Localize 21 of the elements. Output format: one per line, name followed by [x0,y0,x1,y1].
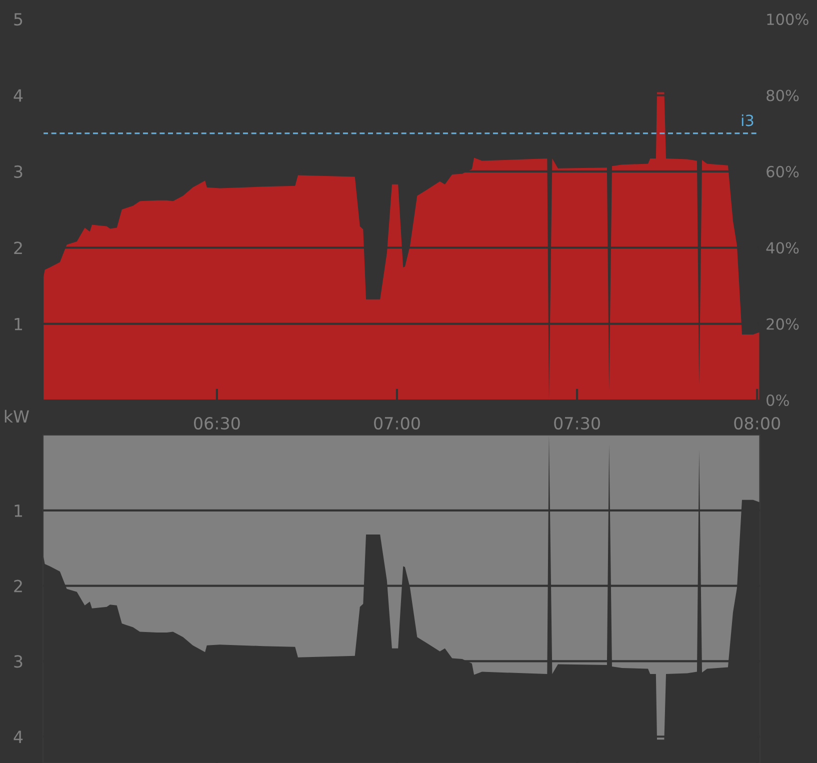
y-tick-label: 4 [14,730,23,743]
y-tick-label: 1 [14,504,22,517]
y2-tick-label: 20% [766,318,799,330]
y2-tick-label: 80% [766,90,799,102]
y2-tick-label: 60% [766,166,799,178]
y-tick-label: 3 [14,165,22,178]
y-tick-label: 2 [14,580,22,592]
ref-line-label: i3 [742,114,754,126]
y-tick-label: 2 [14,242,22,254]
y-axis-title: kW [4,410,29,423]
y-tick-label: 5 [14,13,22,26]
y-tick-label: 4 [14,89,23,102]
x-tick-label: 07:00 [374,416,420,430]
y2-tick-label: 0% [766,394,789,406]
y-tick-label: 1 [14,318,22,330]
x-tick-label: 08:00 [734,416,780,430]
y-tick-label: 3 [14,655,22,668]
y2-tick-label: 40% [766,242,799,254]
x-tick-label: 07:30 [554,416,600,430]
x-tick-label: 06:30 [194,416,240,430]
y2-tick-label: 100% [767,14,808,26]
